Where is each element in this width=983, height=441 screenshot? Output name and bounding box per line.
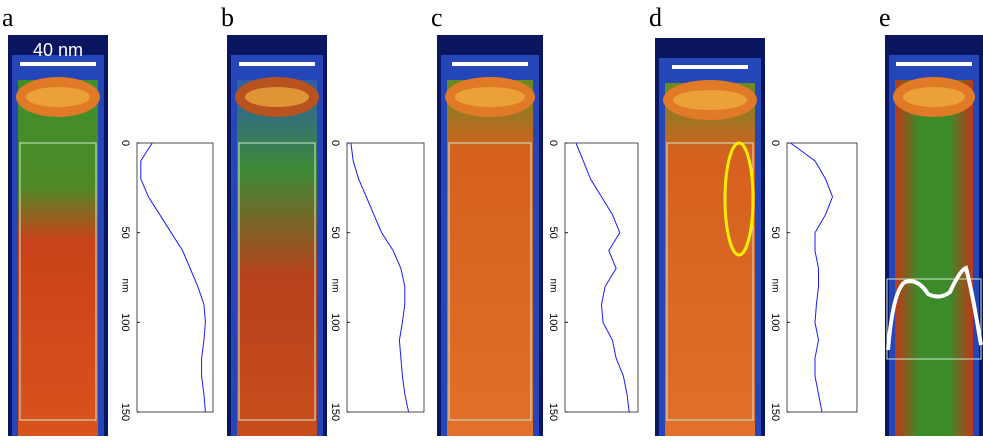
plot-frame — [136, 142, 214, 413]
tick-label: 100 — [329, 313, 341, 331]
profile-line — [790, 142, 834, 413]
tick-label: 150 — [769, 403, 781, 421]
plot-frame — [564, 142, 639, 413]
tick-label: 150 — [119, 403, 131, 421]
panel-label: d — [649, 3, 662, 32]
tick-label: 0 — [547, 140, 559, 146]
tick-label: 50 — [329, 227, 341, 239]
tick-label: 0 — [329, 140, 341, 146]
tick-label: 150 — [547, 403, 559, 421]
image-cap-core — [455, 87, 525, 107]
profile-line — [575, 142, 630, 413]
profile-line — [140, 142, 206, 413]
image-cap-core — [26, 87, 90, 107]
panel-label: b — [221, 3, 234, 32]
axis-label: nm — [769, 279, 780, 293]
tick-label: 100 — [769, 313, 781, 331]
image-body — [895, 80, 973, 436]
profile-line — [350, 142, 410, 413]
tick-label: 0 — [119, 140, 131, 146]
image-cap-core — [673, 90, 747, 110]
plot-frame — [786, 142, 858, 413]
tick-label: 150 — [329, 403, 341, 421]
axis-label: nm — [547, 279, 558, 293]
roi-box — [238, 142, 316, 421]
tick-label: 50 — [119, 227, 131, 239]
axis-label: nm — [119, 279, 130, 293]
tick-label: 50 — [769, 227, 781, 239]
roi-box — [448, 142, 532, 421]
axis-label: nm — [329, 279, 340, 293]
image-body — [447, 80, 533, 436]
overlay-profile — [886, 265, 983, 351]
plot-frame — [346, 142, 425, 413]
image-cap-core — [903, 87, 965, 107]
panel-label: c — [431, 3, 443, 32]
image-body — [18, 80, 98, 436]
tick-label: 50 — [547, 227, 559, 239]
roi-box — [19, 142, 97, 421]
image-cap-core — [245, 87, 309, 107]
tick-label: 0 — [769, 140, 781, 146]
scale-label: 40 nm — [33, 40, 83, 60]
panel-label: e — [879, 3, 891, 32]
highlight-ellipse — [723, 141, 755, 257]
roi-box — [666, 142, 754, 421]
panel-label: a — [2, 3, 14, 32]
tick-label: 100 — [119, 313, 131, 331]
tick-label: 100 — [547, 313, 559, 331]
image-body — [237, 80, 317, 436]
roi-box — [886, 278, 982, 360]
image-body — [665, 83, 755, 436]
